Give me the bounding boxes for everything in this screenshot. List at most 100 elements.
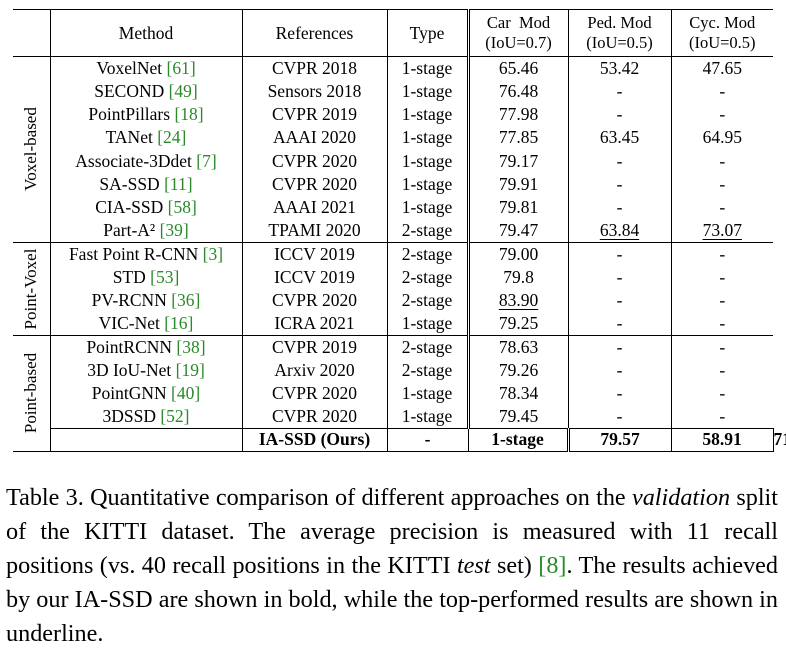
method-citation[interactable]: [24] — [157, 127, 187, 148]
car-value: 65.46 — [498, 57, 539, 78]
method-citation[interactable]: [16] — [164, 312, 194, 333]
cell-ped: 58.91 — [671, 427, 774, 453]
method-citation[interactable]: [3] — [202, 243, 224, 264]
cell-cyc: - — [671, 382, 773, 405]
cell-reference: AAAI 2021 — [242, 195, 388, 220]
ped-value: - — [616, 150, 623, 171]
car-value: 76.48 — [498, 80, 539, 101]
cell-car: 79.00 — [468, 241, 569, 266]
cell-car: 79.47 — [468, 219, 569, 243]
cell-reference: ICCV 2019 — [242, 265, 388, 289]
method-citation[interactable]: [61] — [166, 57, 196, 78]
cell-reference: Sensors 2018 — [242, 79, 388, 103]
method-name: IA-SSD (Ours) — [258, 429, 371, 450]
cell-cyc: - — [671, 149, 773, 172]
cell-ped: - — [568, 358, 672, 382]
cell-type: 1-stage — [387, 79, 470, 103]
method-citation[interactable]: [39] — [159, 220, 189, 240]
car-value: 79.00 — [498, 243, 539, 264]
method-citation[interactable]: [19] — [175, 359, 205, 380]
car-value: 79.57 — [600, 429, 640, 450]
cyc-value: - — [719, 336, 726, 357]
cell-ped: 63.84 — [568, 219, 672, 243]
method-citation[interactable]: [52] — [160, 405, 190, 426]
cell-reference: Arxiv 2020 — [242, 358, 388, 382]
cell-type: 1-stage — [468, 427, 570, 453]
cell-reference: ICCV 2019 — [242, 241, 388, 266]
cell-method: PointGNN [40] — [50, 381, 243, 406]
table-row: Associate-3Ddet [7] CVPR 2020 1-stage 79.17… — [13, 149, 773, 173]
method-citation[interactable]: [18] — [174, 104, 204, 125]
ped-value: - — [616, 80, 623, 101]
cyc-value: - — [719, 382, 726, 403]
group-cell: Point-based — [13, 334, 51, 453]
cell-ped: 63.45 — [568, 126, 672, 150]
ped-value: - — [616, 405, 623, 426]
table-row-ours: IA-SSD (Ours)-1-stage 79.57 58.91 71.24 — [13, 427, 786, 453]
method-name: 3DSSD — [102, 405, 156, 426]
cell-cyc: - — [671, 312, 773, 335]
cell-method: SA-SSD [11] — [50, 172, 243, 196]
table-row: Part-A² [39] TPAMI 2020 2-stage 79.47 63.84 7… — [13, 219, 773, 243]
method-citation[interactable]: [40] — [171, 382, 201, 403]
cyc-value: - — [719, 150, 726, 171]
method-citation[interactable]: [53] — [150, 266, 180, 287]
car-value: 79.47 — [498, 220, 539, 240]
cyc-value: - — [719, 80, 726, 101]
method-citation[interactable]: [38] — [176, 336, 206, 357]
cell-ped: - — [568, 149, 672, 173]
cell-ped: - — [568, 79, 672, 103]
cell-type: 1-stage — [387, 381, 470, 406]
method-citation[interactable]: [7] — [196, 150, 217, 171]
cell-cyc: - — [671, 173, 773, 196]
caption-text-1: Quantitative comparison of different app… — [90, 484, 626, 511]
ped-value: - — [616, 312, 623, 333]
car-value: 79.91 — [498, 173, 539, 194]
cell-ped: - — [568, 312, 672, 336]
table-caption: Table 3. Quantitative comparison of diff… — [6, 481, 778, 651]
cell-type: 2-stage — [387, 358, 470, 382]
method-name: VIC-Net — [98, 312, 160, 333]
method-name: Associate-3Ddet — [75, 150, 192, 171]
cell-car: 78.34 — [468, 381, 569, 406]
method-citation[interactable]: [49] — [168, 80, 198, 101]
table-row: 3DSSD [52] CVPR 2020 1-stage 79.45- - — [13, 405, 773, 429]
header-type: Type — [387, 9, 470, 57]
cyc-value: - — [719, 104, 726, 125]
cell-method: PV-RCNN [36] — [50, 288, 243, 313]
method-citation[interactable]: [36] — [171, 289, 201, 310]
cell-ped: - — [568, 265, 672, 289]
method-citation[interactable]: [11] — [164, 173, 193, 194]
cell-method: IA-SSD (Ours) — [242, 427, 388, 453]
group-cell: Voxel-based — [13, 56, 51, 243]
header-ped-line2: (IoU=0.5) — [586, 33, 653, 52]
group-label: Point-based — [21, 353, 41, 434]
ped-value: - — [616, 336, 623, 357]
caption-text-3: set) — [496, 552, 532, 579]
cell-type: 2-stage — [387, 241, 470, 266]
car-value: 77.85 — [498, 127, 539, 148]
ped-value: - — [616, 197, 623, 218]
table-row: TANet [24] AAAI 2020 1-stage 77.85 63.45 64.9… — [13, 126, 773, 150]
car-value: 77.98 — [498, 104, 539, 125]
ped-value: - — [616, 243, 623, 264]
cell-car: 79.81 — [468, 195, 569, 220]
method-name: Part-A² — [103, 220, 156, 240]
method-citation[interactable]: [58] — [167, 197, 197, 218]
cell-car: 79.25 — [468, 312, 569, 336]
cyc-value: 47.65 — [702, 57, 742, 78]
cell-car: 77.98 — [468, 102, 569, 127]
car-value: 79.26 — [498, 359, 539, 380]
cell-type: 1-stage — [387, 102, 470, 127]
cell-ped: - — [568, 334, 672, 359]
cyc-value: 64.95 — [702, 127, 742, 148]
caption-citation[interactable]: [8] — [538, 552, 567, 579]
group-cell — [50, 427, 243, 453]
cell-reference: AAAI 2020 — [242, 126, 388, 150]
table-row: CIA-SSD [58] AAAI 2021 1-stage 79.81- - — [13, 195, 773, 220]
table-header-row: Method References Type Car Mod (IoU=0.7) … — [13, 9, 773, 57]
cell-ped: - — [568, 381, 672, 406]
table-row: PV-RCNN [36] CVPR 2020 2-stage 83.90- - — [13, 288, 773, 313]
cell-method: 3D IoU-Net [19] — [50, 358, 243, 382]
cell-ped: - — [568, 288, 672, 313]
